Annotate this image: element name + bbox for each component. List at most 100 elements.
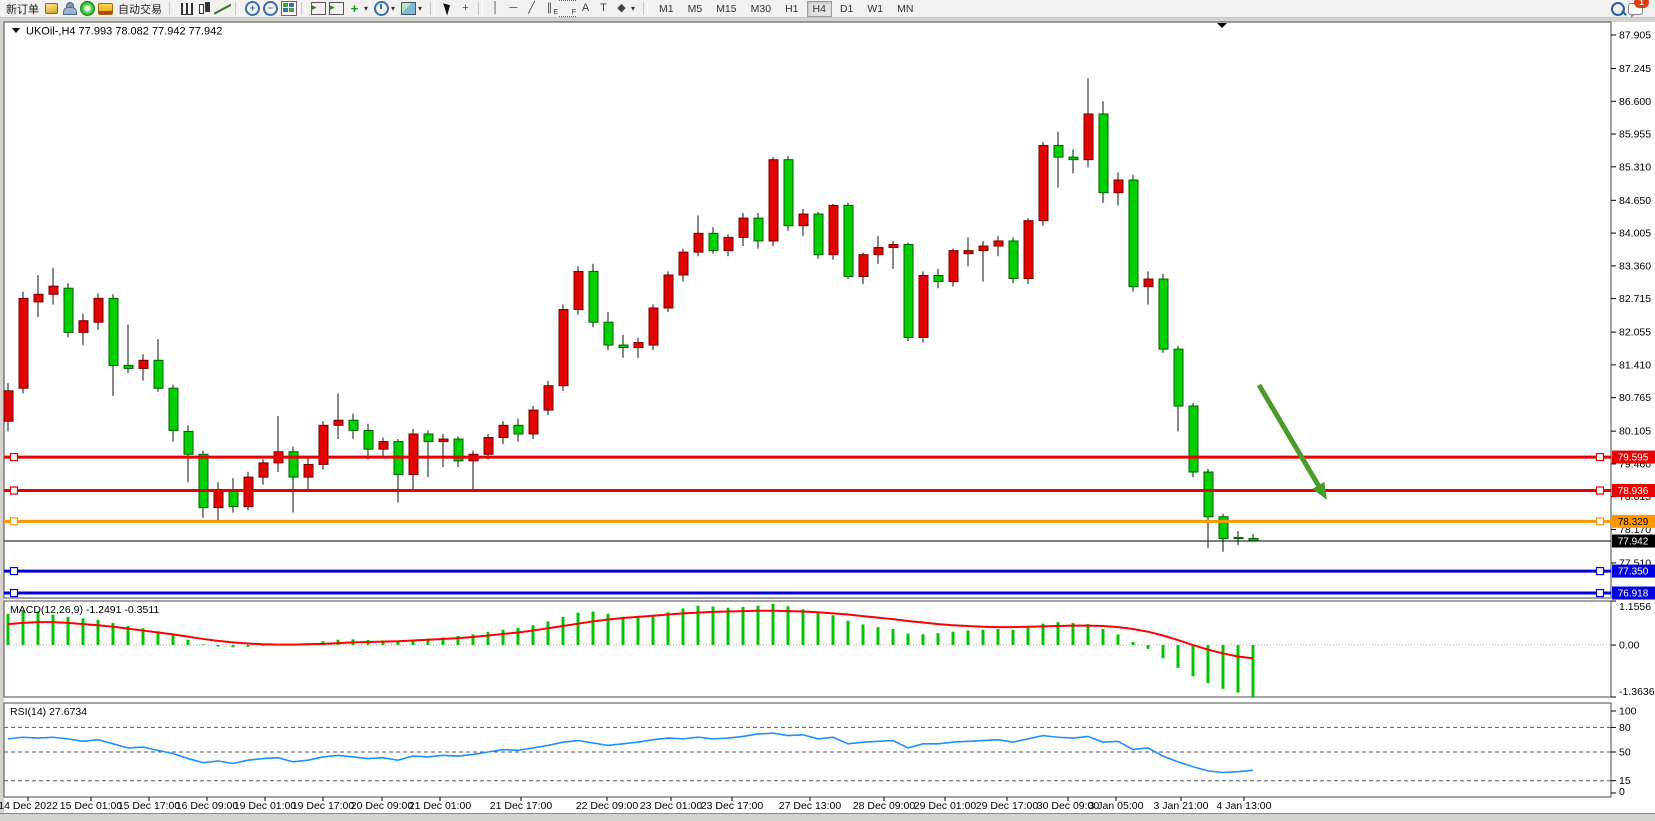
line-handle[interactable] (9, 517, 19, 526)
profile-icon[interactable] (61, 1, 78, 16)
zoom-out-icon[interactable]: − (262, 1, 279, 16)
date-tick-label: 29 Dec 01:00 (914, 800, 977, 812)
rsi-scale-label: 15 (1619, 775, 1631, 787)
line-handle[interactable] (9, 566, 19, 576)
cursor-icon[interactable] (439, 1, 456, 16)
search-icon[interactable] (1609, 1, 1626, 16)
chart-title: UKOil-,H4 77.993 78.082 77.942 77.942 (26, 26, 222, 38)
date-tick-label: 19 Dec 01:00 (234, 800, 297, 812)
chevron-down-icon[interactable]: ▾ (391, 4, 396, 13)
macd-histogram (6, 603, 1255, 697)
timeframe-button-m15[interactable]: M15 (716, 2, 737, 15)
timeframe-button-h1[interactable]: H1 (785, 2, 799, 15)
price-tick-label: 85.955 (1619, 129, 1651, 141)
line-handle[interactable] (1595, 566, 1605, 576)
timeframe-group: M1 M5 M15 M30 H1 H4 D1 W1 MN (652, 0, 920, 17)
date-tick-label: 21 Dec 17:00 (490, 800, 553, 812)
deposit-icon[interactable] (43, 1, 60, 16)
toolbar-separator (169, 2, 174, 15)
vertical-line-icon[interactable]: │ (492, 2, 499, 14)
candlestick-chart-icon[interactable] (196, 1, 213, 16)
timeframe-button-m1[interactable]: M1 (659, 2, 674, 15)
horizontal-line-icon[interactable]: ─ (509, 2, 518, 14)
chart-background (4, 22, 1655, 813)
price-tick-label: 82.715 (1619, 293, 1651, 305)
date-tick-label: 23 Dec 17:00 (701, 800, 764, 812)
rsi-scale-label: 100 (1619, 706, 1637, 718)
date-tick-label: 23 Dec 01:00 (640, 800, 703, 812)
price-badge-78.329: 78.329 (1612, 514, 1655, 528)
price-tick-label: 80.105 (1619, 426, 1651, 438)
price-badge-77.350: 77.350 (1612, 564, 1655, 578)
macd-signal-line (7, 609, 1254, 660)
date-tick-label: 29 Dec 17:00 (976, 800, 1039, 812)
macd-scale-label: -1.3636 (1619, 686, 1655, 698)
horizontal-line-objects[interactable] (4, 452, 1611, 598)
text-label-icon[interactable]: T (600, 2, 607, 14)
date-tick-label: 30 Dec 09:00 (1037, 800, 1100, 812)
rsi-scale-label: 0 (1619, 786, 1625, 798)
add-indicator-icon[interactable]: + (350, 1, 359, 16)
template-icon[interactable] (400, 1, 417, 16)
timeframe-button-d1[interactable]: D1 (839, 2, 854, 15)
chat-icon[interactable]: 1 (1627, 0, 1649, 18)
price-tick-label: 84.650 (1619, 195, 1651, 207)
date-tick-label: 16 Dec 09:00 (176, 800, 239, 812)
bar-chart-icon[interactable] (178, 1, 195, 16)
zoom-in-icon[interactable]: + (244, 1, 261, 16)
main-panel (3, 21, 1612, 599)
auto-scroll-icon[interactable]: ▸ (310, 1, 327, 16)
timeframe-button-h4[interactable]: H4 (806, 0, 832, 17)
line-handle[interactable] (1595, 588, 1605, 598)
line-handle[interactable] (9, 588, 19, 598)
autotrading-icon[interactable] (97, 1, 114, 16)
svg-text:77.350: 77.350 (1618, 567, 1649, 578)
svg-text:78.936: 78.936 (1618, 486, 1649, 497)
crosshair-icon[interactable]: + (462, 2, 469, 14)
timeframe-button-w1[interactable]: W1 (867, 2, 884, 15)
date-tick-label: 22 Dec 09:00 (576, 800, 639, 812)
period-clock-icon[interactable] (373, 1, 390, 16)
shapes-icon[interactable]: ◆ (617, 2, 626, 14)
line-handle[interactable] (9, 486, 19, 495)
timeframe-button-m30[interactable]: M30 (750, 2, 772, 15)
line-handle[interactable] (1595, 452, 1605, 462)
channel-icon[interactable]: ∥ E (546, 2, 558, 17)
price-tick-label: 85.310 (1619, 161, 1651, 173)
date-tick-label: 28 Dec 09:00 (853, 800, 916, 812)
price-badge-77.942: 77.942 (1612, 534, 1655, 548)
toolbar-separator (478, 2, 483, 15)
rsi-line (7, 732, 1254, 774)
autotrading-label[interactable]: 自动交易 (118, 3, 162, 16)
price-badge-78.936: 78.936 (1612, 484, 1655, 498)
signals-icon[interactable] (79, 1, 96, 16)
line-handle[interactable] (9, 452, 19, 462)
price-tick-label: 87.905 (1619, 30, 1651, 42)
timeframe-button-m5[interactable]: M5 (687, 2, 703, 15)
date-tick-label: 3 Jan 21:00 (1154, 800, 1209, 812)
line-chart-icon[interactable] (214, 1, 231, 16)
trendline-icon[interactable]: ╱ (528, 2, 535, 14)
trend-arrow-annotation[interactable] (1256, 383, 1327, 500)
tile-windows-icon[interactable] (280, 1, 297, 16)
toolbar-separator (301, 2, 306, 15)
text-icon[interactable]: A (581, 2, 590, 14)
new-order-button[interactable]: 新订单 (6, 3, 39, 16)
chevron-down-icon[interactable]: ▾ (364, 4, 369, 13)
chevron-down-icon[interactable]: ▾ (418, 4, 423, 13)
timeframe-button-mn[interactable]: MN (897, 2, 914, 15)
chevron-down-icon[interactable]: ▾ (631, 4, 636, 13)
fibonacci-icon[interactable]: F (559, 0, 576, 17)
line-handle[interactable] (1595, 517, 1605, 526)
line-handle[interactable] (1595, 486, 1605, 495)
chart-menu-icon[interactable] (12, 28, 20, 33)
date-tick-label: 19 Dec 17:00 (292, 800, 355, 812)
chart-end-marker[interactable] (1217, 23, 1227, 28)
price-tick-label: 84.005 (1619, 228, 1651, 240)
chart-title-bar: UKOil-,H4 77.993 78.082 77.942 77.942 (12, 26, 222, 38)
price-tick-label: 86.600 (1619, 96, 1651, 108)
price-tick-label: 83.360 (1619, 260, 1651, 272)
date-tick-label: 15 Dec 17:00 (118, 800, 181, 812)
chart-shift-icon[interactable]: ▸ (328, 1, 345, 16)
